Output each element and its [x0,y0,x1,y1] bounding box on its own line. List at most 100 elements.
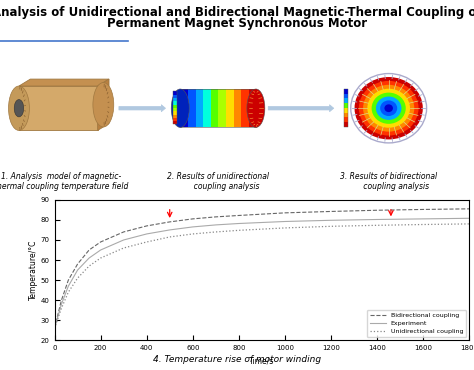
Unidirectional coupling [190,232,196,236]
Polygon shape [344,94,348,98]
Polygon shape [226,89,234,127]
Bidirectional coupling [190,217,196,221]
Polygon shape [344,117,348,122]
Unidirectional coupling [121,246,127,250]
Bidirectional coupling [86,248,92,252]
Ellipse shape [384,104,393,112]
Unidirectional coupling [75,276,81,280]
Text: 2. Results of unidirectional
       coupling analysis: 2. Results of unidirectional coupling an… [167,172,269,191]
Unidirectional coupling [328,224,334,229]
Bidirectional coupling [65,278,71,282]
Polygon shape [344,98,348,103]
Polygon shape [173,105,177,108]
Polygon shape [344,112,348,117]
Line: Experiment: Experiment [55,218,469,328]
Bidirectional coupling [420,207,426,212]
Polygon shape [98,79,109,131]
Line: Unidirectional coupling: Unidirectional coupling [55,224,469,328]
Ellipse shape [93,83,114,127]
Polygon shape [344,89,348,94]
Polygon shape [173,118,177,121]
Bidirectional coupling [121,230,127,234]
Text: 3. Results of bidirectional
      coupling analysis: 3. Results of bidirectional coupling ana… [340,172,437,191]
Y-axis label: Temperature/°C: Temperature/°C [29,240,38,300]
Experiment [374,217,380,222]
Polygon shape [344,122,348,127]
Polygon shape [19,86,98,131]
Text: 1. Analysis  model of magnetic-
thermal coupling temperature field: 1. Analysis model of magnetic- thermal c… [0,172,129,191]
Polygon shape [173,101,177,105]
Experiment [86,256,92,260]
Experiment [75,268,81,272]
X-axis label: Time/s: Time/s [249,357,274,366]
Unidirectional coupling [213,230,219,234]
Legend: Bidirectional coupling, Experiment, Unidirectional coupling: Bidirectional coupling, Experiment, Unid… [367,310,466,337]
Polygon shape [241,89,249,127]
Ellipse shape [9,86,29,131]
Ellipse shape [355,77,423,139]
Bidirectional coupling [466,206,472,211]
Experiment [420,217,426,221]
Experiment [98,248,103,252]
Experiment [59,302,64,306]
Line: Bidirectional coupling: Bidirectional coupling [55,209,469,328]
Bidirectional coupling [75,262,81,266]
Ellipse shape [363,85,414,132]
Experiment [65,284,71,288]
Polygon shape [173,115,177,118]
Ellipse shape [380,100,397,116]
Ellipse shape [359,81,419,135]
Ellipse shape [376,97,401,120]
Polygon shape [19,79,109,86]
Text: Analysis of Unidirectional and Bidirectional Magnetic-Thermal Coupling of: Analysis of Unidirectional and Bidirecti… [0,6,474,18]
Experiment [236,221,242,226]
Experiment [213,223,219,227]
Unidirectional coupling [420,222,426,227]
Polygon shape [180,89,188,127]
Unidirectional coupling [282,226,288,230]
Experiment [167,228,173,232]
Unidirectional coupling [59,306,64,310]
Unidirectional coupling [167,235,173,239]
Unidirectional coupling [52,326,57,330]
Ellipse shape [372,92,406,124]
Polygon shape [196,89,203,127]
Bidirectional coupling [167,220,173,224]
Polygon shape [173,121,177,124]
Text: Permanent Magnet Synchronous Motor: Permanent Magnet Synchronous Motor [107,17,367,30]
Polygon shape [173,91,177,95]
Polygon shape [249,89,257,127]
Polygon shape [211,89,219,127]
Ellipse shape [171,89,189,127]
Experiment [328,218,334,222]
Polygon shape [234,89,242,127]
Polygon shape [173,95,177,98]
Unidirectional coupling [374,223,380,228]
Polygon shape [173,111,177,115]
Bidirectional coupling [236,213,242,218]
Polygon shape [344,108,348,112]
Bidirectional coupling [374,208,380,212]
Bidirectional coupling [59,298,64,302]
Unidirectional coupling [86,264,92,268]
Experiment [144,232,149,236]
Bidirectional coupling [328,209,334,213]
Polygon shape [203,89,211,127]
Unidirectional coupling [236,228,242,233]
Ellipse shape [14,100,24,117]
Experiment [52,326,57,330]
Polygon shape [344,103,348,108]
Bidirectional coupling [98,240,103,244]
Text: 4. Temperature rise of motor winding: 4. Temperature rise of motor winding [153,356,321,364]
Ellipse shape [247,89,265,127]
Experiment [466,216,472,221]
Unidirectional coupling [65,290,71,295]
Unidirectional coupling [466,222,472,226]
Polygon shape [173,108,177,111]
Unidirectional coupling [98,256,103,260]
Experiment [121,238,127,242]
Bidirectional coupling [282,211,288,215]
Experiment [190,225,196,229]
Polygon shape [188,89,196,127]
Polygon shape [173,98,177,101]
